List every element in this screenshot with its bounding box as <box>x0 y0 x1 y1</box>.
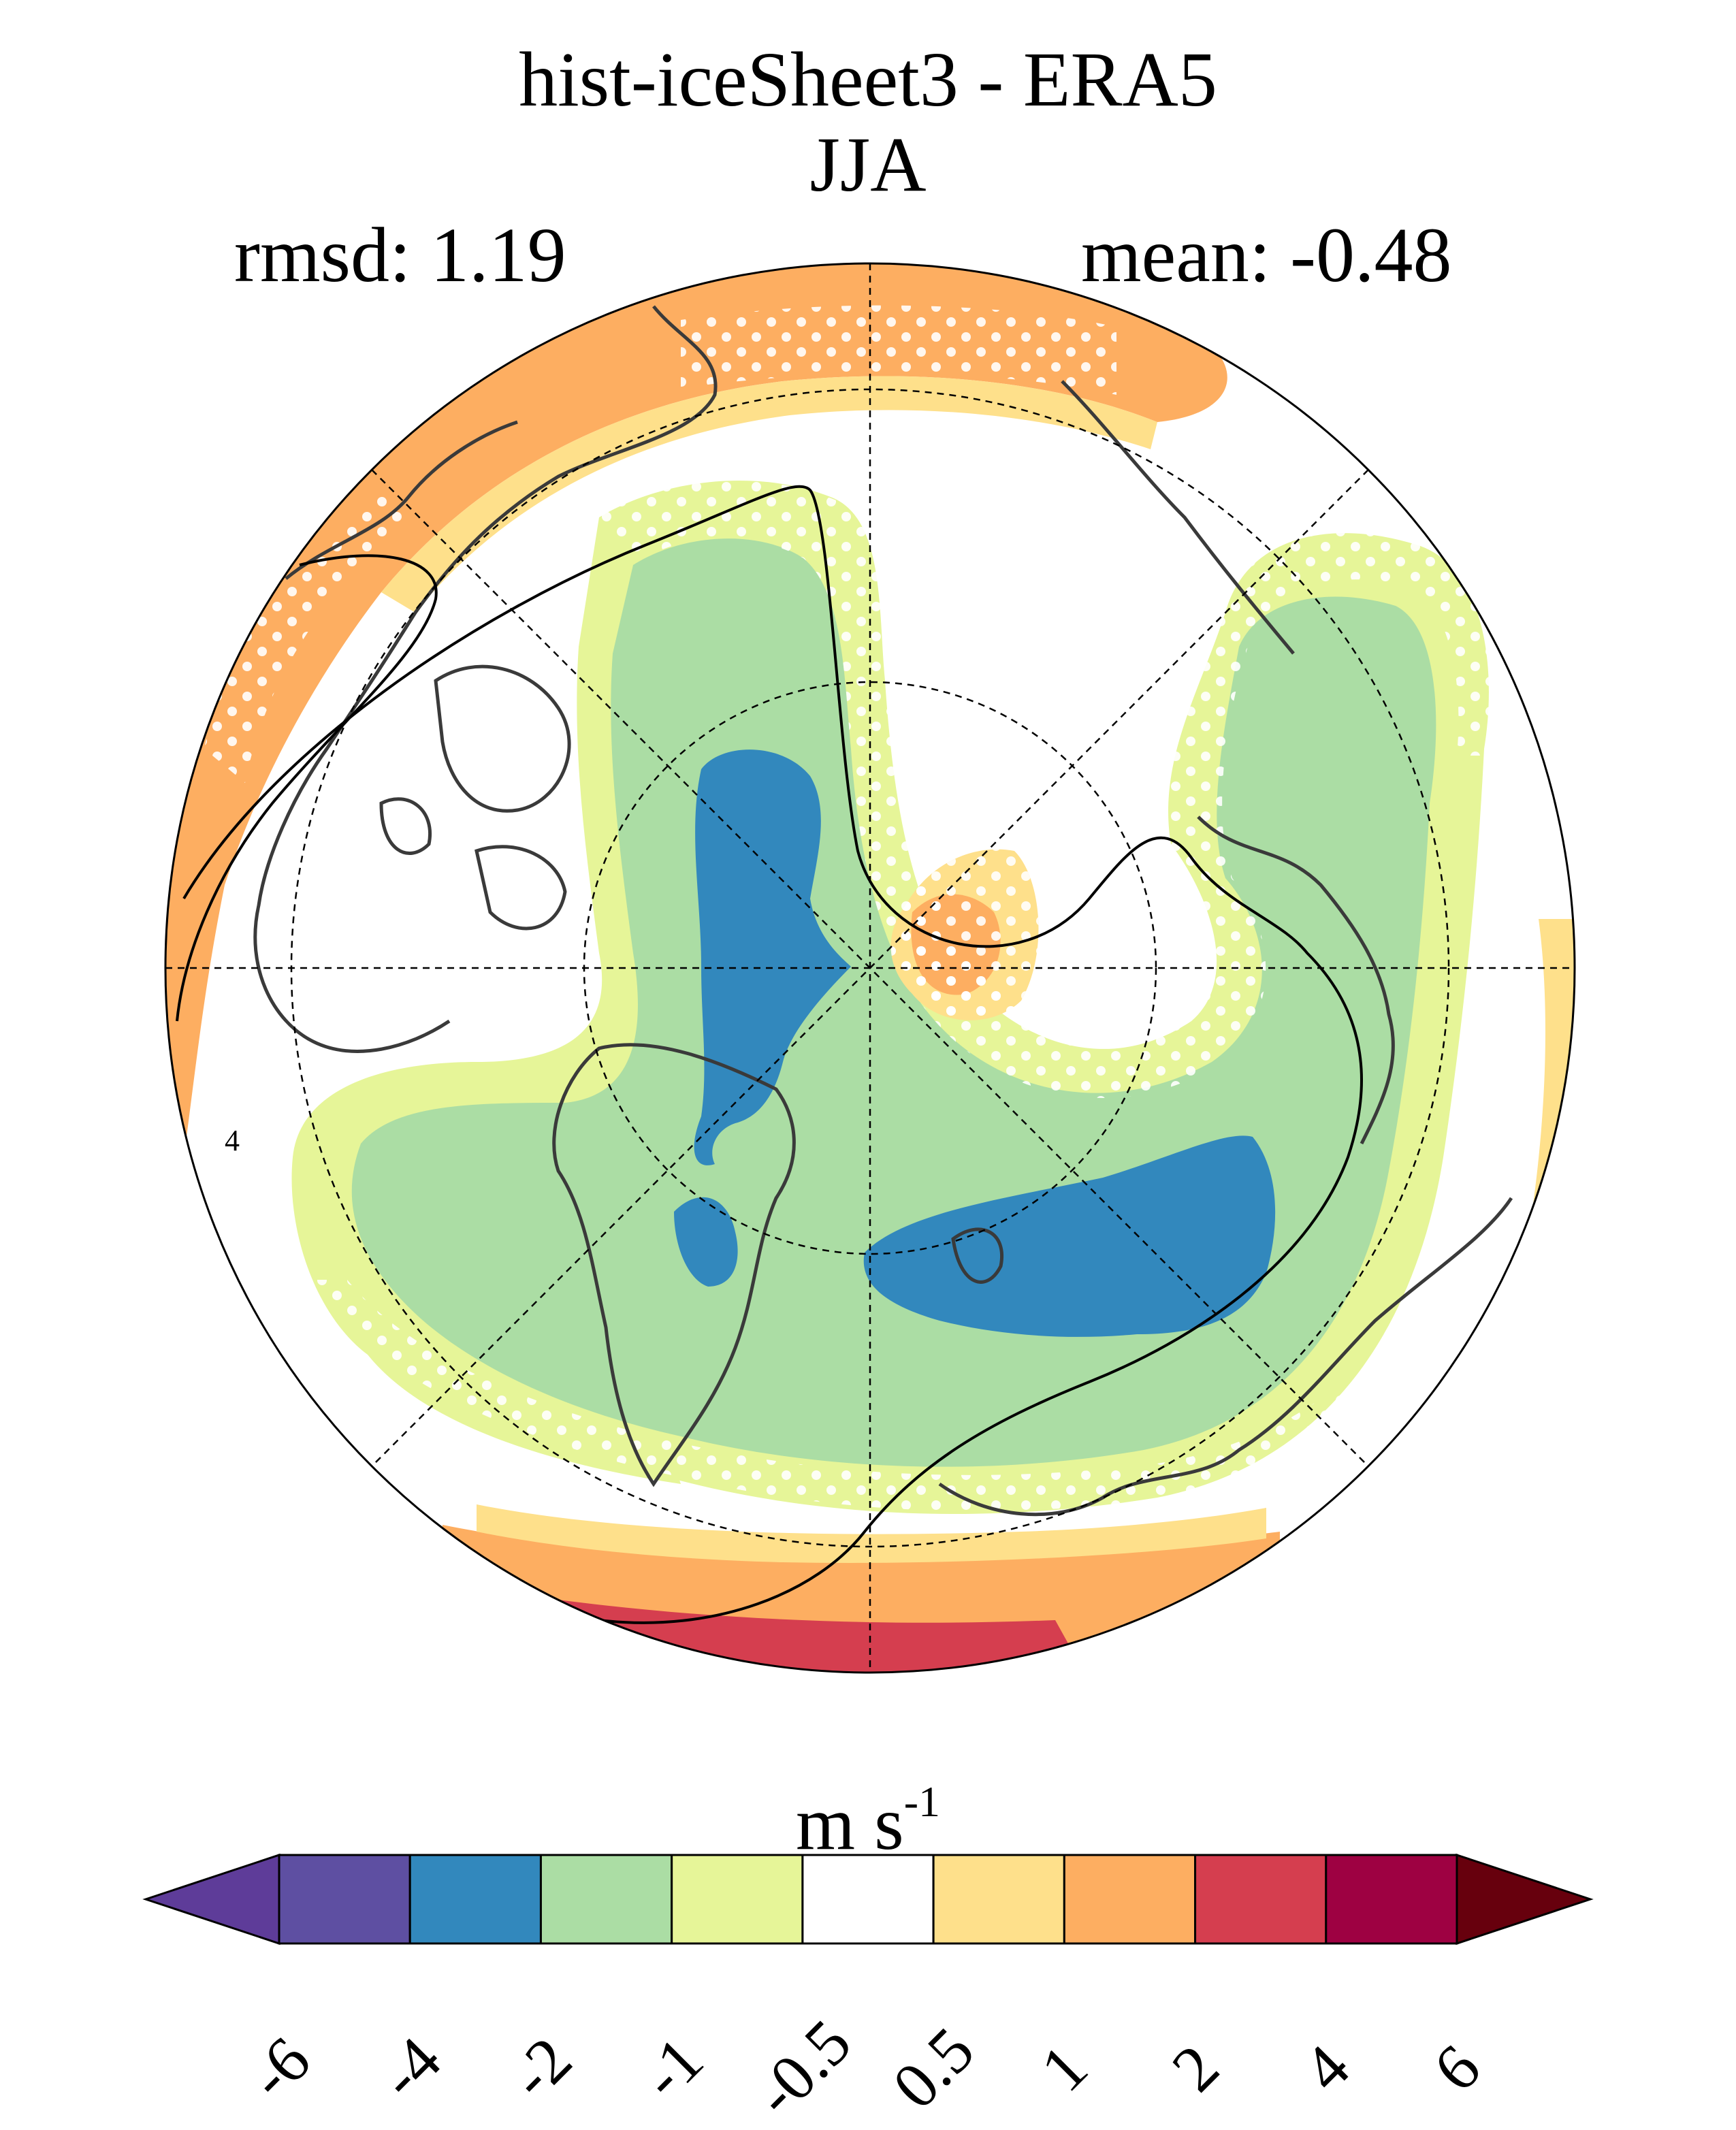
colorbar-segments <box>278 1854 1458 1945</box>
colorbar-segment-1 <box>408 1854 542 1945</box>
stippling-south <box>313 1280 1450 1511</box>
colorbar-overflow-triangle <box>1456 1853 1594 1946</box>
coastline-alaska <box>285 420 518 580</box>
positive-anomaly-band-north <box>165 263 1227 1157</box>
coastline-greenland <box>552 1043 796 1487</box>
stippling-ring <box>585 479 1502 1098</box>
contour-label: 4 <box>225 1124 240 1157</box>
colorbar-underflow-triangle <box>142 1853 280 1946</box>
coastline-siberia <box>1197 816 1395 1145</box>
colorbar <box>142 1853 1594 1946</box>
coastline-north-america <box>253 305 718 1053</box>
polar-map <box>165 263 1575 1673</box>
strong-negative-region-greenland <box>674 1197 738 1287</box>
colorbar-segment-6 <box>1063 1854 1197 1945</box>
colorbar-segment-3 <box>671 1854 804 1945</box>
colorbar-segment-5 <box>932 1854 1065 1945</box>
strong-negative-region-west <box>694 749 851 1165</box>
stippling-north-band <box>681 305 1116 395</box>
colorbar-segment-2 <box>539 1854 673 1945</box>
map-outline <box>164 262 1576 1674</box>
coastline-canadian-archipelago <box>379 664 571 931</box>
coastline-europe <box>938 1197 1513 1517</box>
mean-label: mean: -0.48 <box>1081 212 1452 298</box>
colorbar-segment-4 <box>801 1854 935 1945</box>
graticule <box>165 263 1575 1673</box>
climatology-contour <box>182 485 1363 1624</box>
map-title: hist-iceSheet3 - ERA5 <box>519 36 1217 123</box>
stippling-near-pole <box>890 849 1039 1020</box>
colorbar-segment-0 <box>278 1854 411 1945</box>
rmsd-label: rmsd: 1.19 <box>234 212 566 298</box>
colorbar-units: m s-1 <box>795 1777 940 1866</box>
colorbar-segment-7 <box>1194 1854 1328 1945</box>
stippling-west-band <box>204 490 408 783</box>
climatology-contour-west <box>176 554 438 1022</box>
weak-positive-band-south <box>477 1504 1266 1563</box>
colorbar-segment-8 <box>1325 1854 1458 1945</box>
season-label: JJA <box>809 121 927 208</box>
coastlines <box>253 305 1513 1517</box>
strong-negative-region-barents <box>863 1135 1276 1337</box>
coastline-east-siberia <box>1061 380 1295 655</box>
coastline-svalbard <box>951 1227 1003 1284</box>
meridian-diagonal-2 <box>371 469 1369 1467</box>
